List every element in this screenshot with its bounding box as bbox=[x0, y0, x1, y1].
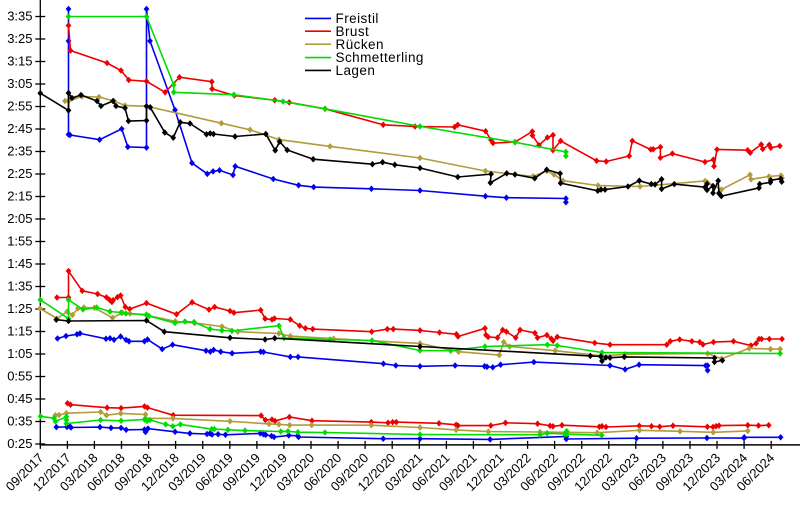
svg-text:3:35: 3:35 bbox=[7, 9, 32, 24]
svg-text:Freistil: Freistil bbox=[336, 11, 379, 26]
svg-text:0:45: 0:45 bbox=[7, 391, 32, 406]
svg-text:2:55: 2:55 bbox=[7, 99, 32, 114]
svg-text:0:25: 0:25 bbox=[7, 436, 32, 451]
svg-text:3:25: 3:25 bbox=[7, 31, 32, 46]
svg-text:1:15: 1:15 bbox=[7, 324, 32, 339]
svg-text:1:55: 1:55 bbox=[7, 234, 32, 249]
svg-text:2:35: 2:35 bbox=[7, 144, 32, 159]
svg-text:3:15: 3:15 bbox=[7, 54, 32, 69]
svg-text:Brust: Brust bbox=[336, 24, 370, 39]
svg-text:3:05: 3:05 bbox=[7, 76, 32, 91]
svg-text:1:45: 1:45 bbox=[7, 256, 32, 271]
svg-text:1:35: 1:35 bbox=[7, 279, 32, 294]
svg-text:2:25: 2:25 bbox=[7, 166, 32, 181]
svg-text:Schmetterling: Schmetterling bbox=[336, 50, 424, 65]
svg-text:2:15: 2:15 bbox=[7, 189, 32, 204]
svg-text:0:35: 0:35 bbox=[7, 414, 32, 429]
svg-text:1:05: 1:05 bbox=[7, 346, 32, 361]
svg-text:2:05: 2:05 bbox=[7, 211, 32, 226]
svg-text:1:25: 1:25 bbox=[7, 301, 32, 316]
svg-text:Lagen: Lagen bbox=[336, 63, 376, 78]
svg-text:2:45: 2:45 bbox=[7, 121, 32, 136]
svg-text:Rücken: Rücken bbox=[336, 37, 384, 52]
svg-text:0:55: 0:55 bbox=[7, 369, 32, 384]
